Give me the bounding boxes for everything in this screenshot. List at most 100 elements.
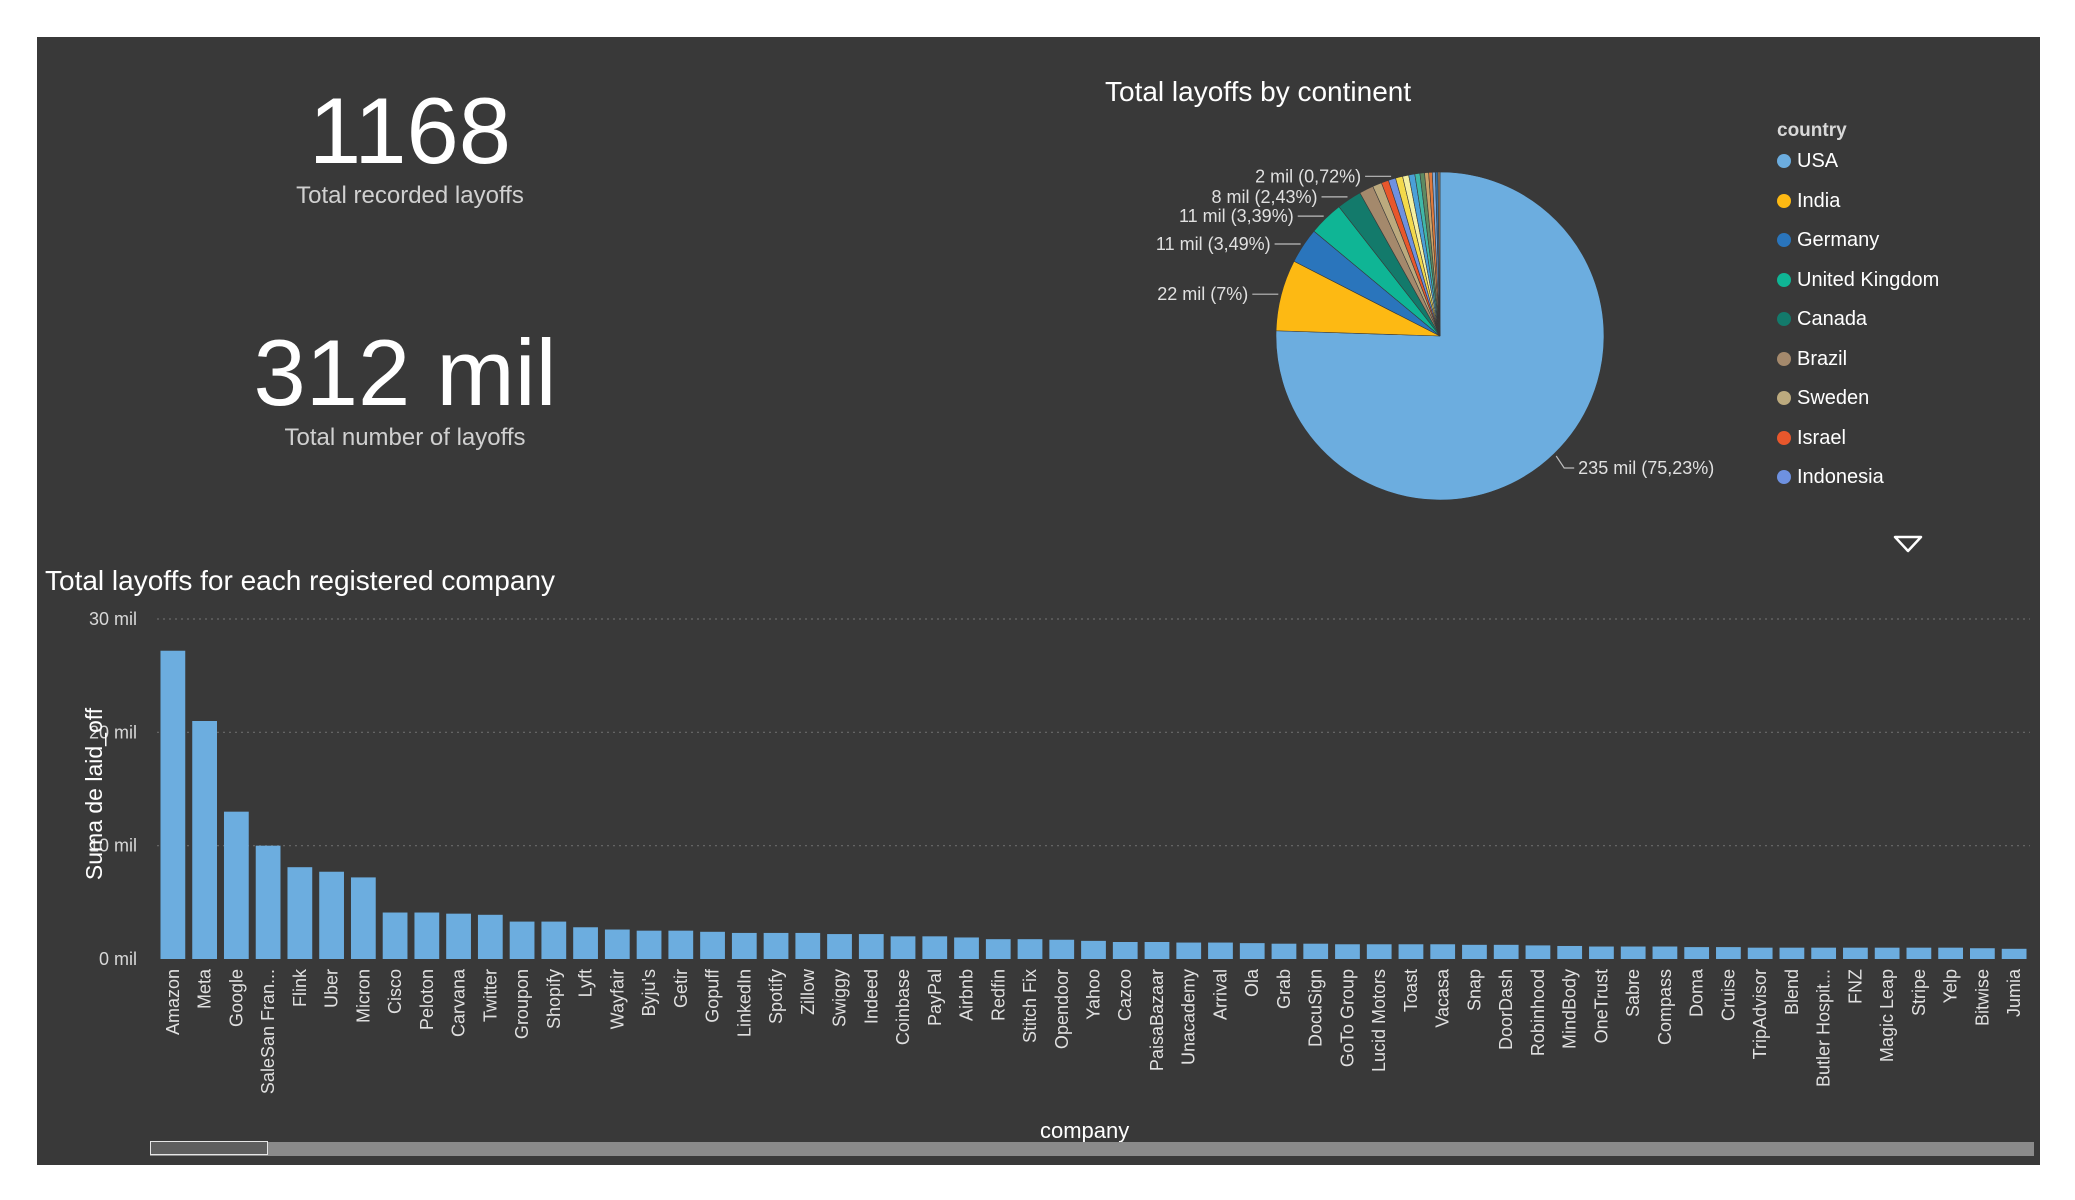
bar[interactable]: [1874, 947, 1900, 959]
legend-item[interactable]: Israel: [1777, 427, 1939, 467]
bar[interactable]: [1493, 944, 1519, 959]
legend-label: United Kingdom: [1797, 268, 1940, 291]
bar[interactable]: [382, 912, 408, 959]
x-tick-label: Magic Leap: [1877, 969, 1897, 1062]
bar[interactable]: [1620, 946, 1646, 959]
bar[interactable]: [446, 913, 471, 959]
x-tick-label: Snap: [1464, 969, 1484, 1011]
x-tick-label: Cazoo: [1115, 969, 1135, 1021]
x-tick-label: Getir: [671, 969, 691, 1008]
bar[interactable]: [1557, 945, 1583, 959]
x-tick-label: DocuSign: [1306, 969, 1326, 1047]
bar[interactable]: [1335, 944, 1360, 959]
x-tick-label: Zillow: [798, 968, 818, 1015]
x-tick-label: Gopuff: [703, 968, 723, 1023]
horizontal-scrollbar[interactable]: [150, 1142, 2034, 1156]
x-tick-label: Airbnb: [957, 969, 977, 1021]
bar[interactable]: [1652, 946, 1678, 959]
bar[interactable]: [1684, 947, 1710, 959]
x-tick-label: Byju's: [639, 969, 659, 1016]
bar[interactable]: [668, 930, 694, 959]
bar[interactable]: [160, 650, 186, 959]
x-tick-label: Butler Hospit...: [1814, 969, 1834, 1087]
bar[interactable]: [1081, 940, 1106, 959]
bar[interactable]: [1239, 943, 1265, 959]
bar[interactable]: [731, 932, 757, 959]
bar[interactable]: [2001, 948, 2027, 959]
bar[interactable]: [255, 845, 281, 959]
bar[interactable]: [890, 936, 916, 959]
legend-item[interactable]: Brazil: [1777, 348, 1939, 388]
bar[interactable]: [1906, 947, 1932, 959]
bar[interactable]: [1208, 942, 1233, 959]
legend-item[interactable]: USA: [1777, 150, 1939, 190]
bar[interactable]: [858, 934, 884, 959]
x-tick-label: OneTrust: [1591, 969, 1611, 1043]
bar[interactable]: [1366, 944, 1392, 959]
bar[interactable]: [1049, 939, 1075, 959]
bar[interactable]: [763, 932, 789, 959]
bar[interactable]: [414, 912, 440, 959]
bar[interactable]: [700, 931, 725, 959]
bar[interactable]: [573, 927, 598, 959]
bar[interactable]: [541, 921, 567, 959]
bar[interactable]: [954, 937, 979, 959]
legend-label: Canada: [1797, 308, 1868, 330]
legend-label: Sweden: [1797, 387, 1870, 409]
bar[interactable]: [223, 811, 249, 959]
x-tick-label: Arrival: [1211, 969, 1231, 1020]
bar[interactable]: [1144, 942, 1170, 959]
y-tick-label: 20 mil: [89, 722, 137, 742]
bar[interactable]: [1462, 944, 1487, 959]
bar[interactable]: [1779, 947, 1805, 959]
pie-chart[interactable]: 235 mil (75,23%) 22 mil (7%) 11 mil (3,49%…: [1100, 130, 1820, 520]
bar[interactable]: [1747, 947, 1773, 959]
bar[interactable]: [192, 721, 217, 959]
bar[interactable]: [319, 871, 344, 959]
legend-item[interactable]: United Kingdom: [1777, 269, 1939, 309]
bar[interactable]: [287, 867, 313, 959]
bar[interactable]: [1398, 944, 1424, 959]
bar[interactable]: [1112, 942, 1138, 959]
bar[interactable]: [1525, 945, 1551, 959]
legend-color-dot: [1777, 154, 1791, 168]
bar[interactable]: [1589, 946, 1614, 959]
pie-slice[interactable]: [1437, 171, 1441, 337]
bar[interactable]: [604, 929, 630, 959]
legend-item[interactable]: Germany: [1777, 229, 1939, 269]
bar[interactable]: [1938, 947, 1964, 959]
bar[interactable]: [477, 914, 503, 959]
x-tick-label: Lucid Motors: [1369, 969, 1389, 1072]
bar[interactable]: [1811, 947, 1837, 959]
bar[interactable]: [1271, 943, 1297, 959]
bar[interactable]: [1430, 944, 1456, 959]
x-axis-label: company: [1040, 1118, 1130, 1143]
x-tick-label: Meta: [195, 968, 215, 1009]
bar[interactable]: [1176, 942, 1202, 959]
bar[interactable]: [350, 877, 376, 959]
bar[interactable]: [922, 936, 948, 959]
bar[interactable]: [985, 939, 1011, 959]
x-tick-label: Redfin: [988, 969, 1008, 1021]
x-tick-label: Stripe: [1909, 969, 1929, 1016]
bar[interactable]: [827, 934, 852, 959]
legend-item[interactable]: Canada: [1777, 308, 1939, 348]
legend-item[interactable]: India: [1777, 190, 1939, 230]
bar[interactable]: [636, 930, 662, 959]
bar[interactable]: [1303, 943, 1329, 959]
scrollbar-thumb[interactable]: [150, 1141, 268, 1155]
x-tick-label: Opendoor: [1052, 969, 1072, 1049]
legend-item[interactable]: Sweden: [1777, 387, 1939, 427]
x-tick-label: Yahoo: [1084, 969, 1104, 1020]
legend-item[interactable]: Indonesia: [1777, 466, 1939, 506]
bar[interactable]: [509, 921, 535, 959]
kpi-caption: Total number of layoffs: [284, 424, 526, 451]
bar[interactable]: [1843, 947, 1868, 959]
bar[interactable]: [1970, 948, 1995, 959]
bar[interactable]: [1017, 939, 1043, 959]
bar-chart: 0 mil 10 mil 20 mil 30 mil Suma de laid_off A…: [81, 609, 2030, 1094]
triangle-down-icon[interactable]: [1892, 534, 1924, 554]
bar[interactable]: [795, 932, 821, 959]
x-tick-label: Flink: [290, 968, 310, 1007]
bar[interactable]: [1716, 947, 1741, 959]
